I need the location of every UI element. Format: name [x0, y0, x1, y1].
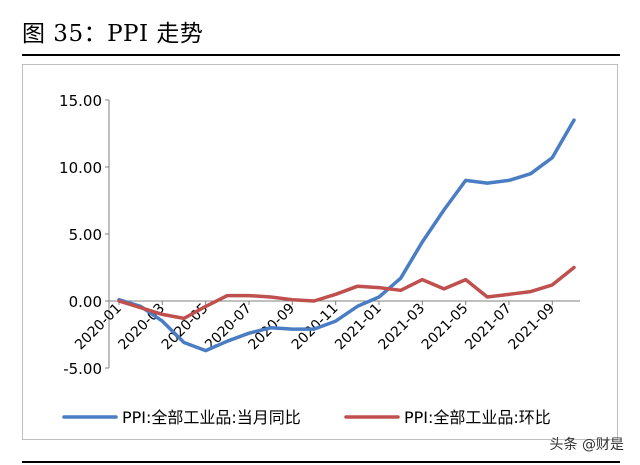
bottom-rule	[22, 461, 620, 463]
y-tick-label: 15.00	[59, 92, 102, 110]
watermark: 头条 @财是	[549, 437, 624, 453]
y-tick-label: -5.00	[63, 360, 102, 378]
series-line-2	[117, 265, 576, 321]
x-tick-label: 2021-05	[419, 301, 472, 354]
x-tick-label: 2021-03	[375, 301, 428, 354]
x-tick-label: 2020-07	[202, 301, 255, 354]
y-tick-label: 5.00	[69, 226, 102, 244]
top-rule	[22, 54, 620, 56]
legend-label-2: PPI:全部工业品:环比	[404, 408, 551, 427]
x-tick-label: 2021-09	[505, 301, 558, 354]
series-line-1	[117, 118, 576, 353]
x-tick-label: 2021-01	[332, 301, 385, 354]
y-tick-label: 0.00	[69, 293, 102, 311]
y-tick-label: 10.00	[59, 159, 102, 177]
legend-label-1: PPI:全部工业品:当月同比	[122, 408, 301, 427]
figure-title: 图 35：PPI 走势	[22, 21, 204, 47]
chart-panel	[22, 64, 618, 440]
x-tick-label: 2021-07	[462, 301, 515, 354]
